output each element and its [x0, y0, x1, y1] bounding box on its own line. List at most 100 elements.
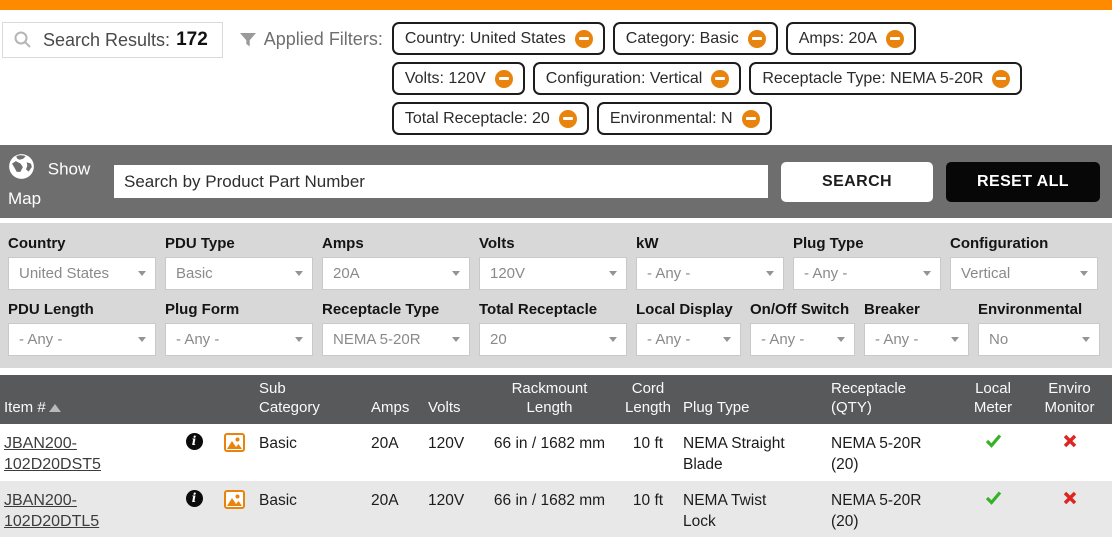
applied-filters-label: Applied Filters: — [263, 29, 383, 49]
filter-total-receptacle: Total Receptacle 20 — [479, 301, 627, 356]
cell-rackmount-length: 66 in / 1682 mm — [493, 435, 606, 452]
column-header-item[interactable]: Item # — [0, 375, 175, 424]
chip-volts[interactable]: Volts: 120V — [391, 62, 525, 95]
dropdown-caret-icon — [923, 271, 931, 276]
filter-row-1: Country United States PDU Type Basic Amp… — [8, 235, 1112, 290]
chip-amps[interactable]: Amps: 20A — [785, 22, 916, 55]
column-header-info — [175, 375, 213, 424]
table-row: JBAN200-102D20DTL5 Basic 20A 120V 66 in … — [0, 481, 1112, 537]
chip-category[interactable]: Category: Basic — [612, 22, 778, 55]
column-header-enviro-monitor[interactable]: Enviro Monitor — [1027, 375, 1112, 424]
column-header-volts[interactable]: Volts — [424, 375, 482, 424]
filter-select-local-display[interactable]: - Any - — [636, 323, 741, 356]
filter-select-plug-form[interactable]: - Any - — [165, 323, 313, 356]
filter-configuration: Configuration Vertical — [950, 235, 1098, 290]
cell-plug-type: NEMA Twist Lock — [683, 492, 767, 530]
filter-panel: Country United States PDU Type Basic Amp… — [0, 223, 1112, 368]
filter-amps: Amps 20A — [322, 235, 470, 290]
remove-filter-icon[interactable] — [992, 69, 1011, 88]
info-icon[interactable] — [185, 433, 203, 450]
dropdown-caret-icon — [766, 271, 774, 276]
dropdown-caret-icon — [1082, 337, 1090, 342]
item-link[interactable]: JBAN200-102D20DST5 — [4, 435, 101, 473]
cell-plug-type: NEMA Straight Blade — [683, 435, 785, 473]
column-header-image — [213, 375, 255, 424]
column-header-cord-length[interactable]: Cord Length — [617, 375, 679, 424]
filter-select-volts[interactable]: 120V — [479, 257, 627, 290]
dropdown-caret-icon — [295, 337, 303, 342]
filter-on-off-switch: On/Off Switch - Any - — [750, 301, 855, 356]
filter-select-amps[interactable]: 20A — [322, 257, 470, 290]
remove-filter-icon[interactable] — [747, 29, 766, 48]
chip-configuration[interactable]: Configuration: Vertical — [532, 62, 742, 95]
column-header-sub-category[interactable]: Sub Category — [255, 375, 367, 424]
column-header-plug-type[interactable]: Plug Type — [679, 375, 827, 424]
remove-filter-icon[interactable] — [711, 69, 730, 88]
filter-icon — [239, 31, 257, 49]
chip-total-receptacle[interactable]: Total Receptacle: 20 — [391, 102, 589, 135]
image-icon[interactable] — [223, 433, 245, 452]
image-icon[interactable] — [223, 490, 245, 509]
search-results-label: Search Results: — [43, 29, 171, 50]
filter-select-environmental[interactable]: No — [978, 323, 1100, 356]
cell-enviro-monitor — [1027, 424, 1112, 481]
dropdown-caret-icon — [452, 271, 460, 276]
column-header-amps[interactable]: Amps — [367, 375, 424, 424]
top-accent-bar — [0, 0, 1112, 10]
sort-ascending-icon — [48, 403, 61, 412]
filter-plug-type: Plug Type - Any - — [793, 235, 941, 290]
applied-filters: Applied Filters: — [239, 29, 383, 50]
item-link[interactable]: JBAN200-102D20DTL5 — [4, 492, 100, 530]
cell-rackmount-length: 66 in / 1682 mm — [493, 492, 606, 509]
check-icon — [985, 491, 1002, 509]
dropdown-caret-icon — [837, 337, 845, 342]
globe-icon — [8, 153, 40, 184]
x-icon — [1063, 491, 1077, 509]
chip-receptacle-type[interactable]: Receptacle Type: NEMA 5-20R — [749, 62, 1023, 95]
filter-row-2: PDU Length - Any - Plug Form - Any - Rec… — [8, 301, 1112, 356]
cell-cord-length: 10 ft — [632, 435, 664, 452]
filter-pdu-type: PDU Type Basic — [165, 235, 313, 290]
filter-select-configuration[interactable]: Vertical — [950, 257, 1098, 290]
remove-filter-icon[interactable] — [574, 29, 593, 48]
results-header: Search Results: 172 Applied Filters: Cou… — [0, 10, 1112, 145]
dropdown-caret-icon — [138, 337, 146, 342]
column-header-receptacle-qty[interactable]: Receptacle (QTY) — [827, 375, 959, 424]
dropdown-caret-icon — [295, 271, 303, 276]
filter-select-country[interactable]: United States — [8, 257, 156, 290]
filter-select-total-receptacle[interactable]: 20 — [479, 323, 627, 356]
filter-select-pdu-type[interactable]: Basic — [165, 257, 313, 290]
cell-local-meter — [959, 424, 1027, 481]
filter-environmental: Environmental No — [978, 301, 1100, 356]
cell-amps: 20A — [371, 492, 399, 509]
column-header-local-meter[interactable]: Local Meter — [959, 375, 1027, 424]
search-icon — [13, 30, 33, 50]
filter-select-kw[interactable]: - Any - — [636, 257, 784, 290]
filter-local-display: Local Display - Any - — [636, 301, 741, 356]
map-search-toolbar: Show Map SEARCH RESET ALL — [0, 145, 1112, 218]
part-number-search-input[interactable] — [114, 165, 768, 198]
chip-country[interactable]: Country: United States — [391, 22, 605, 55]
remove-filter-icon[interactable] — [494, 69, 513, 88]
remove-filter-icon[interactable] — [558, 109, 577, 128]
filter-receptacle-type: Receptacle Type NEMA 5-20R — [322, 301, 470, 356]
info-icon[interactable] — [185, 490, 203, 507]
chip-environmental[interactable]: Environmental: N — [596, 102, 772, 135]
x-icon — [1063, 434, 1077, 452]
search-button[interactable]: SEARCH — [781, 161, 933, 202]
reset-all-button[interactable]: RESET ALL — [946, 161, 1100, 202]
search-results-count: 172 — [176, 29, 208, 50]
column-header-rackmount-length[interactable]: Rackmount Length — [482, 375, 617, 424]
filter-select-receptacle-type[interactable]: NEMA 5-20R — [322, 323, 470, 356]
dropdown-caret-icon — [138, 271, 146, 276]
remove-filter-icon[interactable] — [886, 29, 904, 48]
cell-enviro-monitor — [1027, 481, 1112, 537]
filter-select-breaker[interactable]: - Any - — [864, 323, 969, 356]
table-row: JBAN200-102D20DST5 Basic 20A 120V 66 in … — [0, 424, 1112, 481]
filter-select-plug-type[interactable]: - Any - — [793, 257, 941, 290]
filter-select-on-off-switch[interactable]: - Any - — [750, 323, 855, 356]
show-map-toggle[interactable]: Show Map — [8, 153, 114, 211]
filter-select-pdu-length[interactable]: - Any - — [8, 323, 156, 356]
remove-filter-icon[interactable] — [741, 109, 760, 128]
applied-filter-chips: Country: United States Category: Basic A… — [391, 22, 1040, 135]
